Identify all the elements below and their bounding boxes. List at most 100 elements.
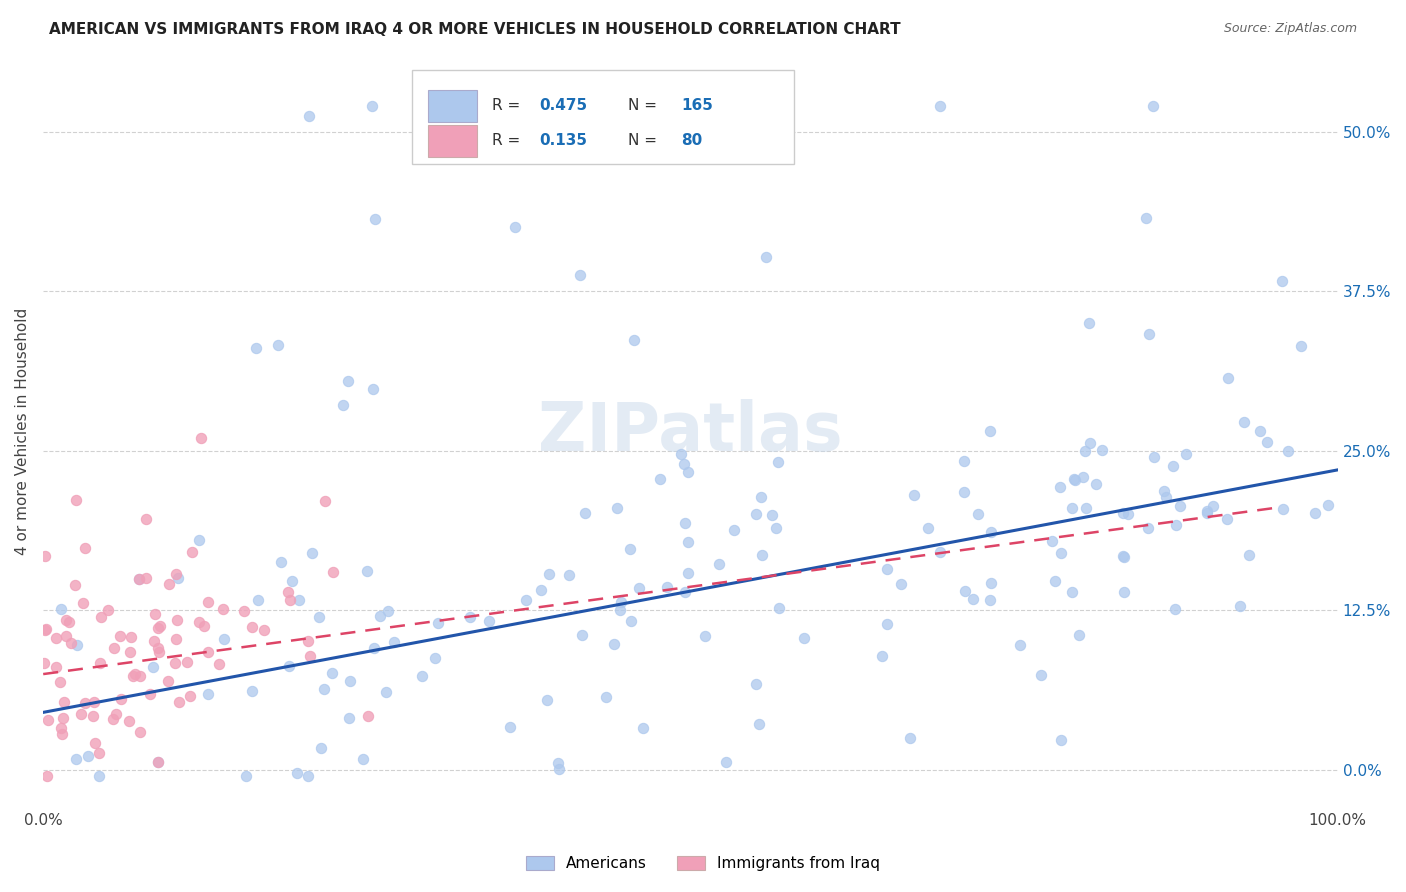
Point [619, 614, 641, 628]
Point [1078, 436, 1101, 450]
Point [55, 629, 77, 643]
Point [233, 605, 256, 619]
Point [193, 619, 215, 633]
FancyBboxPatch shape [412, 70, 794, 164]
Point [870, 648, 893, 663]
Point [411, 669, 433, 683]
Point [768, 600, 790, 615]
Point [1137, 327, 1160, 342]
Point [179, 689, 201, 703]
Point [673, 516, 696, 530]
Point [89, 656, 111, 670]
Point [898, 731, 921, 745]
Point [426, 615, 449, 630]
Point [176, 655, 198, 669]
Point [1114, 585, 1136, 599]
Point [1166, 517, 1188, 532]
Point [37, 713, 59, 727]
Point [361, 99, 384, 113]
Point [707, 557, 730, 571]
Point [83, 695, 105, 709]
Point [595, 690, 617, 705]
Point [51, 601, 73, 615]
Point [336, 374, 359, 388]
Point [128, 572, 150, 586]
Point [49, 675, 72, 690]
Point [1153, 483, 1175, 498]
Point [765, 521, 787, 535]
Point [1164, 602, 1187, 616]
Point [1050, 732, 1073, 747]
Point [277, 585, 299, 599]
Point [1010, 638, 1032, 652]
Point [503, 220, 526, 235]
Point [180, 545, 202, 559]
Point [34, 624, 56, 638]
Point [1233, 415, 1256, 429]
Text: 0.475: 0.475 [538, 98, 588, 113]
Text: ZIPatlas: ZIPatlas [538, 399, 842, 465]
Point [953, 454, 976, 468]
Point [676, 566, 699, 581]
Point [285, 766, 308, 780]
Point [143, 633, 166, 648]
Point [876, 617, 898, 632]
Point [1050, 545, 1073, 559]
Point [165, 567, 187, 582]
Point [32, 656, 55, 670]
Point [322, 565, 344, 579]
Point [35, 622, 58, 636]
Point [547, 756, 569, 771]
Point [270, 555, 292, 569]
Point [298, 648, 321, 663]
Point [1114, 550, 1136, 565]
Point [425, 651, 447, 665]
Text: 80: 80 [682, 133, 703, 148]
Point [118, 714, 141, 728]
Bar [427, 125, 477, 157]
Point [128, 572, 150, 586]
Point [1277, 444, 1299, 458]
Point [190, 432, 212, 446]
Point [149, 619, 172, 633]
Point [70, 706, 93, 721]
Point [89, 769, 111, 783]
Point [352, 752, 374, 766]
Point [337, 710, 360, 724]
Point [1271, 274, 1294, 288]
Point [197, 595, 219, 609]
Point [159, 577, 181, 591]
Point [377, 604, 399, 618]
Point [751, 548, 773, 562]
Point [120, 630, 142, 644]
Point [197, 645, 219, 659]
Point [167, 571, 190, 585]
Point [1168, 499, 1191, 513]
Point [1289, 339, 1312, 353]
Point [297, 633, 319, 648]
Point [143, 607, 166, 622]
Point [1069, 628, 1091, 642]
Point [121, 669, 143, 683]
Point [146, 640, 169, 655]
Point [308, 610, 330, 624]
Point [66, 639, 89, 653]
Point [793, 632, 815, 646]
Point [253, 624, 276, 638]
Point [1202, 499, 1225, 513]
Point [211, 602, 233, 616]
Point [1161, 458, 1184, 473]
Point [65, 492, 87, 507]
Point [361, 382, 384, 396]
Point [312, 681, 335, 696]
Point [83, 736, 105, 750]
Point [631, 721, 654, 735]
Point [1135, 211, 1157, 226]
Point [1256, 435, 1278, 450]
Point [187, 615, 209, 630]
Point [1063, 471, 1085, 485]
Text: 165: 165 [682, 98, 713, 113]
Point [530, 582, 553, 597]
Point [156, 673, 179, 688]
Point [142, 659, 165, 673]
